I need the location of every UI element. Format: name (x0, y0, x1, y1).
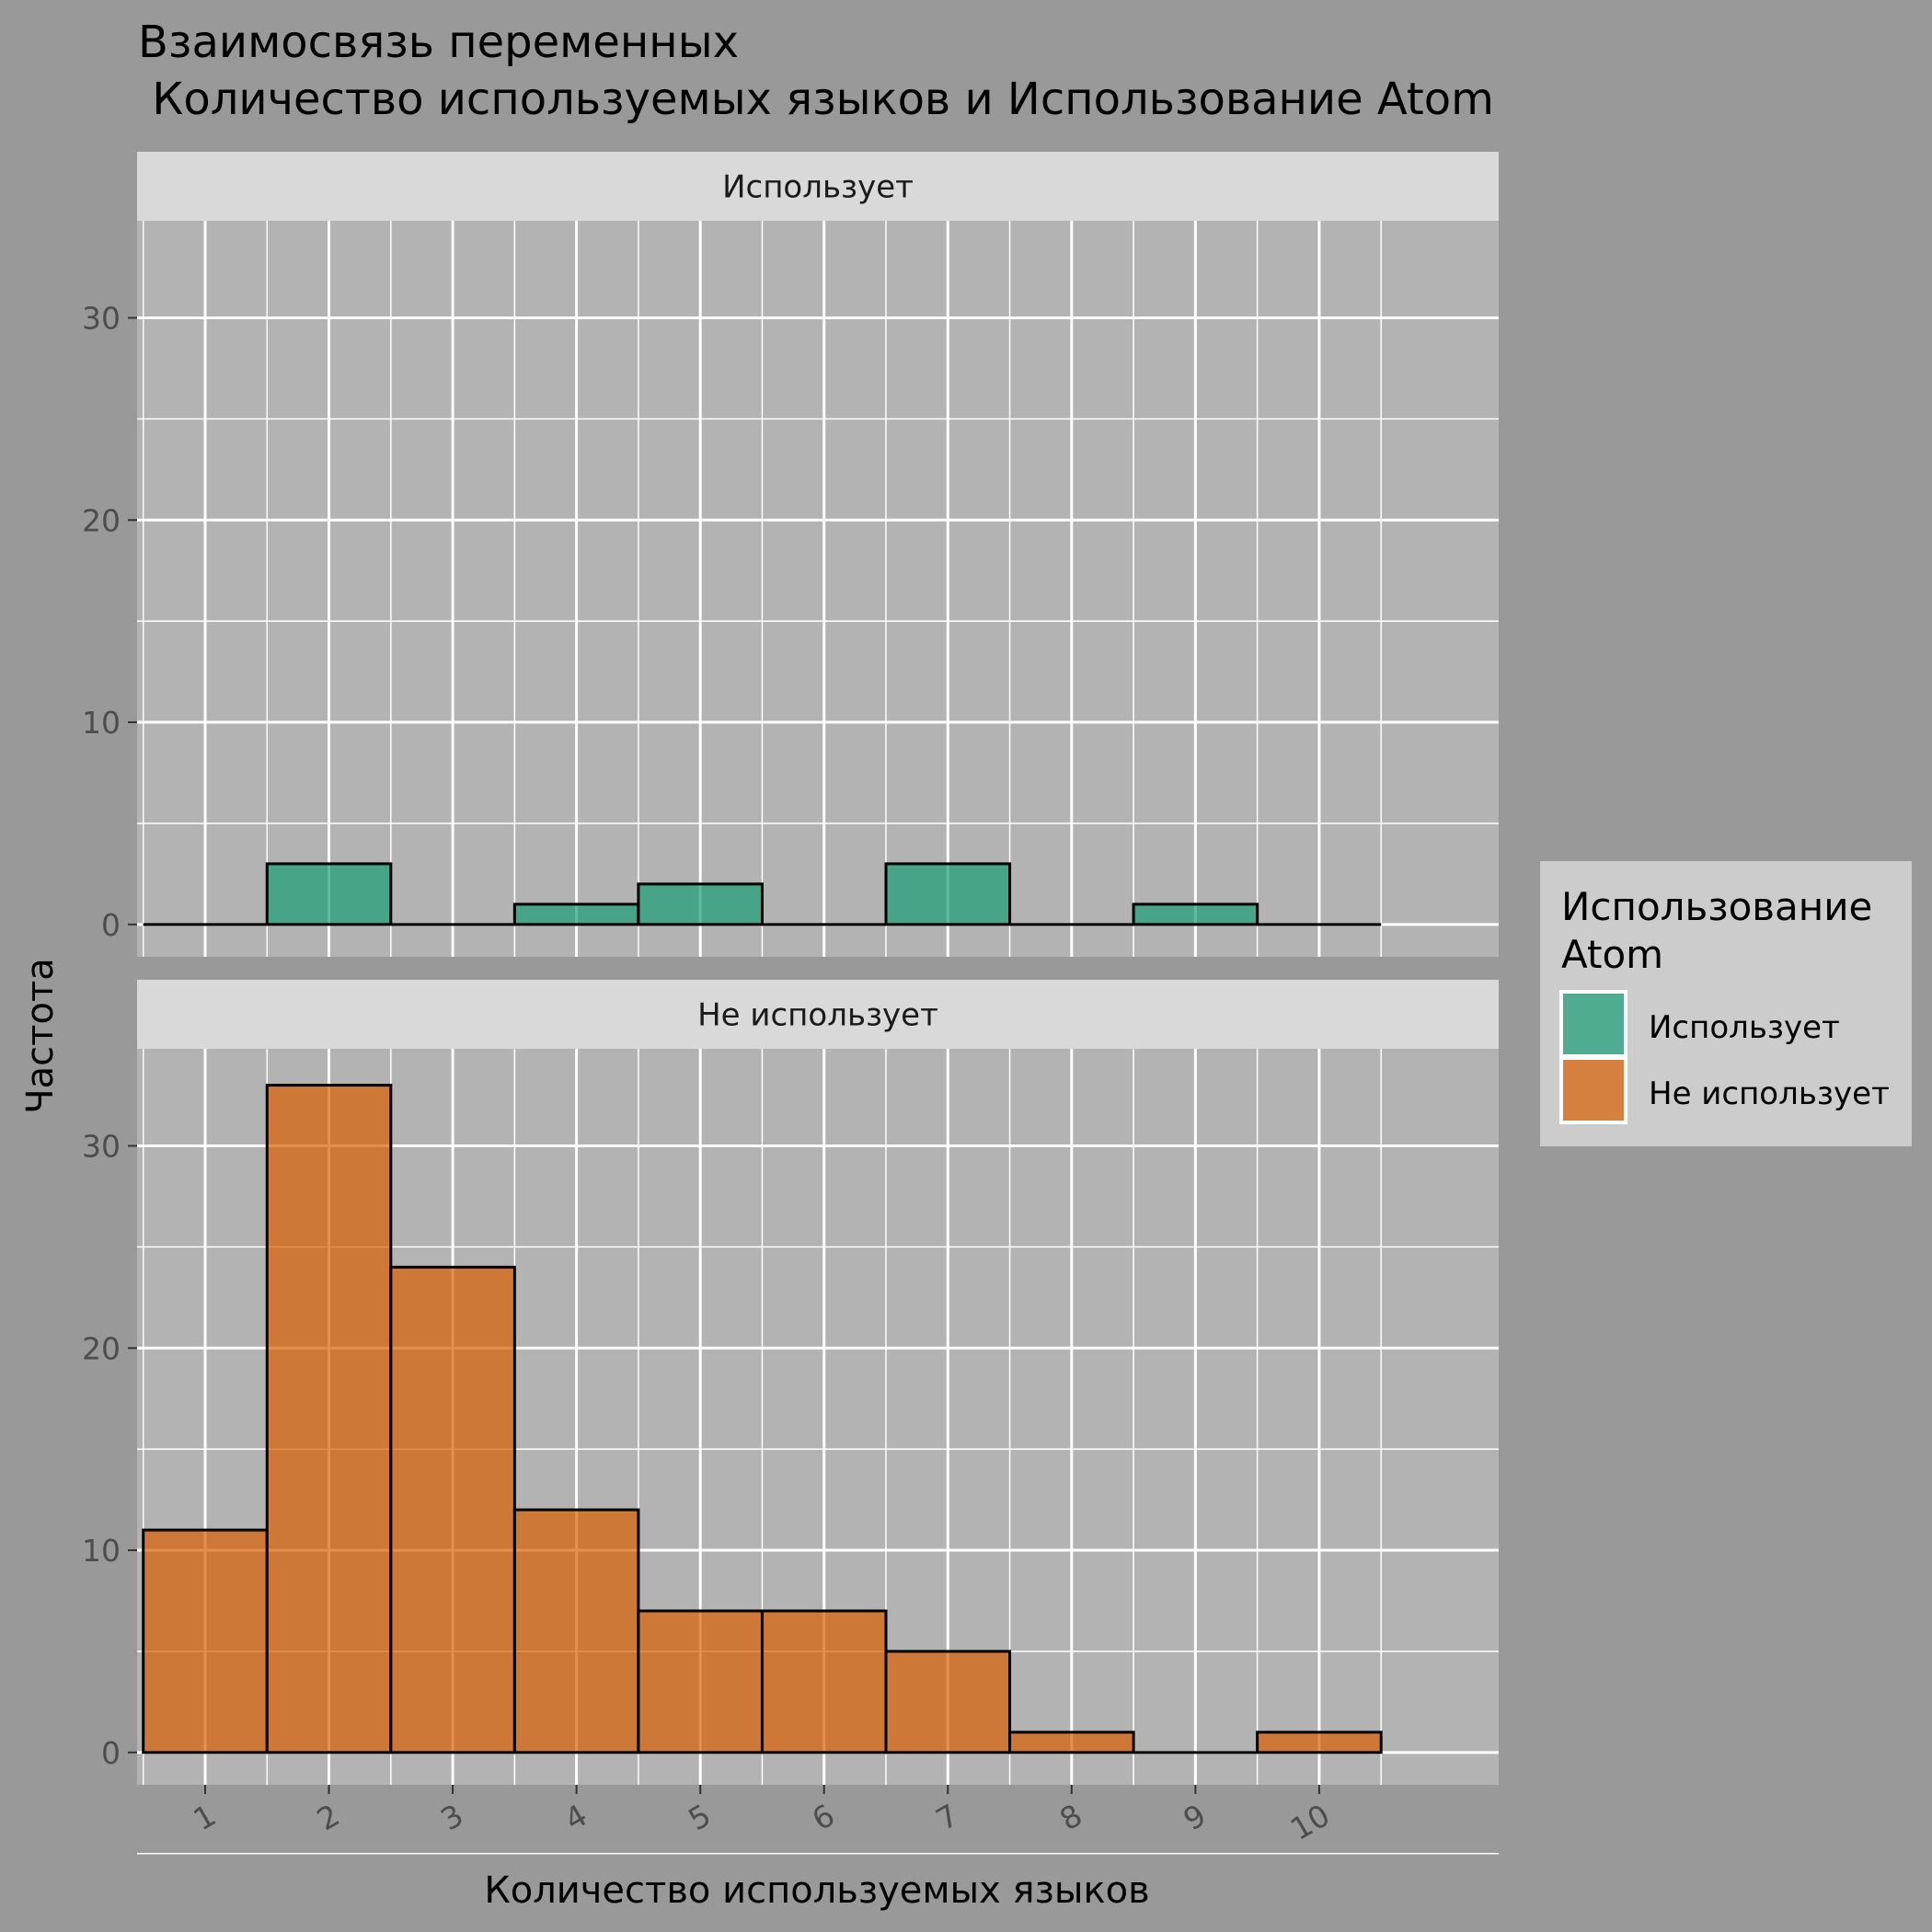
bar-not-uses-8 (1008, 1731, 1135, 1754)
bar-not-uses-4 (512, 1508, 640, 1754)
chart-title-line1: Взаимосвязь переменных (138, 17, 739, 68)
legend-swatch-uses (1559, 990, 1627, 1058)
y-tick-label: 30 (82, 1128, 121, 1164)
legend-label-uses: Использует (1649, 1009, 1840, 1046)
bar-not-uses-2 (265, 1084, 393, 1754)
x-axis-label: Количество используемых языков (484, 1869, 1149, 1912)
bar-not-uses-5 (637, 1609, 764, 1754)
facet-strip-not-uses (137, 980, 1499, 1049)
y-tick-label: 20 (82, 1330, 121, 1366)
y-tick-label: 10 (82, 705, 121, 741)
facet-panel-not-uses: Не использует 0 10 20 30 (82, 980, 1499, 1855)
bar-uses-2 (265, 862, 393, 926)
bar-not-uses-1 (142, 1528, 269, 1754)
legend: Использование Atom Использует Не использ… (1540, 861, 1912, 1146)
legend-title-line2: Atom (1561, 932, 1663, 977)
y-tick-label: 0 (101, 907, 121, 943)
legend-title-line1: Использование (1561, 884, 1872, 929)
bar-not-uses-3 (389, 1265, 516, 1754)
chart-title-line2: Количество используемых языков и Использ… (138, 74, 1494, 125)
bar-not-uses-6 (760, 1609, 888, 1754)
y-tick-label: 0 (101, 1735, 121, 1771)
legend-swatch-not-uses (1559, 1056, 1627, 1124)
bar-uses-5 (637, 882, 764, 926)
bar-uses-9 (1132, 903, 1259, 926)
facet-panel-uses: Использует 0 10 20 30 (82, 152, 1499, 1027)
legend-label-not-uses: Не использует (1649, 1075, 1890, 1112)
facet-strip-uses (137, 152, 1499, 221)
y-tick-label: 20 (82, 502, 121, 538)
bar-uses-7 (884, 862, 1012, 926)
bar-uses-4 (512, 903, 640, 926)
bar-not-uses-10 (1256, 1731, 1383, 1754)
facet-strip-label-not-uses: Не использует (697, 997, 938, 1034)
y-axis-label: Частота (19, 958, 62, 1114)
y-tick-label: 30 (82, 300, 121, 336)
facet-strip-label-uses: Использует (722, 169, 914, 206)
bar-not-uses-7 (884, 1650, 1012, 1754)
y-tick-label: 10 (82, 1533, 121, 1569)
panel-background-uses (137, 221, 1499, 957)
